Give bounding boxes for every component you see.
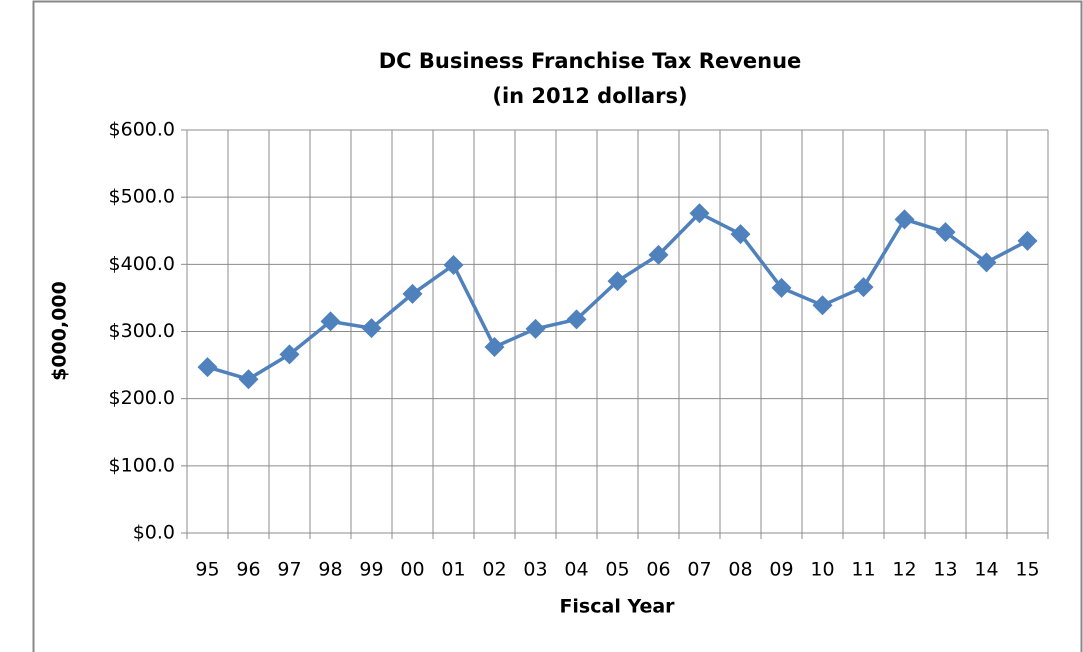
x-tick-label: 05 bbox=[605, 559, 629, 581]
y-tick-label: $300.0 bbox=[109, 320, 175, 342]
x-axis-label: Fiscal Year bbox=[559, 596, 675, 618]
y-tick-label: $0.0 bbox=[133, 522, 175, 544]
y-tick-label: $400.0 bbox=[109, 253, 175, 275]
data-point bbox=[648, 244, 669, 265]
chart-frame bbox=[32, 0, 1083, 652]
x-tick-label: 02 bbox=[482, 559, 506, 581]
data-point bbox=[484, 336, 505, 357]
data-point bbox=[976, 252, 997, 273]
data-point bbox=[1017, 230, 1038, 251]
data-point bbox=[689, 203, 710, 224]
data-point bbox=[853, 277, 874, 298]
data-point bbox=[607, 271, 628, 292]
y-tick-label: $100.0 bbox=[109, 454, 175, 476]
data-point bbox=[402, 283, 423, 304]
x-tick-label: 04 bbox=[564, 559, 588, 581]
x-tick-label: 15 bbox=[1015, 559, 1039, 581]
data-point bbox=[320, 311, 341, 332]
data-point bbox=[894, 209, 915, 230]
x-tick-label: 99 bbox=[359, 559, 383, 581]
data-point bbox=[566, 309, 587, 330]
x-tick-label: 98 bbox=[318, 559, 342, 581]
x-tick-label: 06 bbox=[646, 559, 670, 581]
data-point bbox=[279, 344, 300, 365]
data-point bbox=[238, 369, 259, 390]
y-tick-label: $500.0 bbox=[109, 186, 175, 208]
data-point bbox=[443, 255, 464, 276]
y-tick-label: $600.0 bbox=[109, 119, 175, 141]
x-tick-label: 00 bbox=[400, 559, 424, 581]
data-point bbox=[812, 295, 833, 316]
x-tick-label: 08 bbox=[728, 559, 752, 581]
x-tick-label: 11 bbox=[851, 559, 875, 581]
x-tick-label: 07 bbox=[687, 559, 711, 581]
x-tick-label: 96 bbox=[236, 559, 260, 581]
x-tick-label: 12 bbox=[892, 559, 916, 581]
x-tick-label: 01 bbox=[441, 559, 465, 581]
x-tick-label: 14 bbox=[974, 559, 998, 581]
data-point bbox=[935, 222, 956, 243]
data-point bbox=[197, 357, 218, 378]
x-tick-label: 97 bbox=[277, 559, 301, 581]
chart-subtitle: (in 2012 dollars) bbox=[492, 84, 687, 108]
y-tick-label: $200.0 bbox=[109, 387, 175, 409]
chart-title: DC Business Franchise Tax Revenue bbox=[379, 49, 802, 73]
data-point bbox=[771, 277, 792, 298]
y-axis-label: $000,000 bbox=[49, 281, 71, 381]
data-point bbox=[361, 318, 382, 339]
data-point bbox=[730, 224, 751, 245]
x-tick-label: 13 bbox=[933, 559, 957, 581]
x-tick-label: 03 bbox=[523, 559, 547, 581]
x-tick-label: 95 bbox=[195, 559, 219, 581]
data-point bbox=[525, 318, 546, 339]
x-tick-label: 09 bbox=[769, 559, 793, 581]
x-tick-label: 10 bbox=[810, 559, 834, 581]
